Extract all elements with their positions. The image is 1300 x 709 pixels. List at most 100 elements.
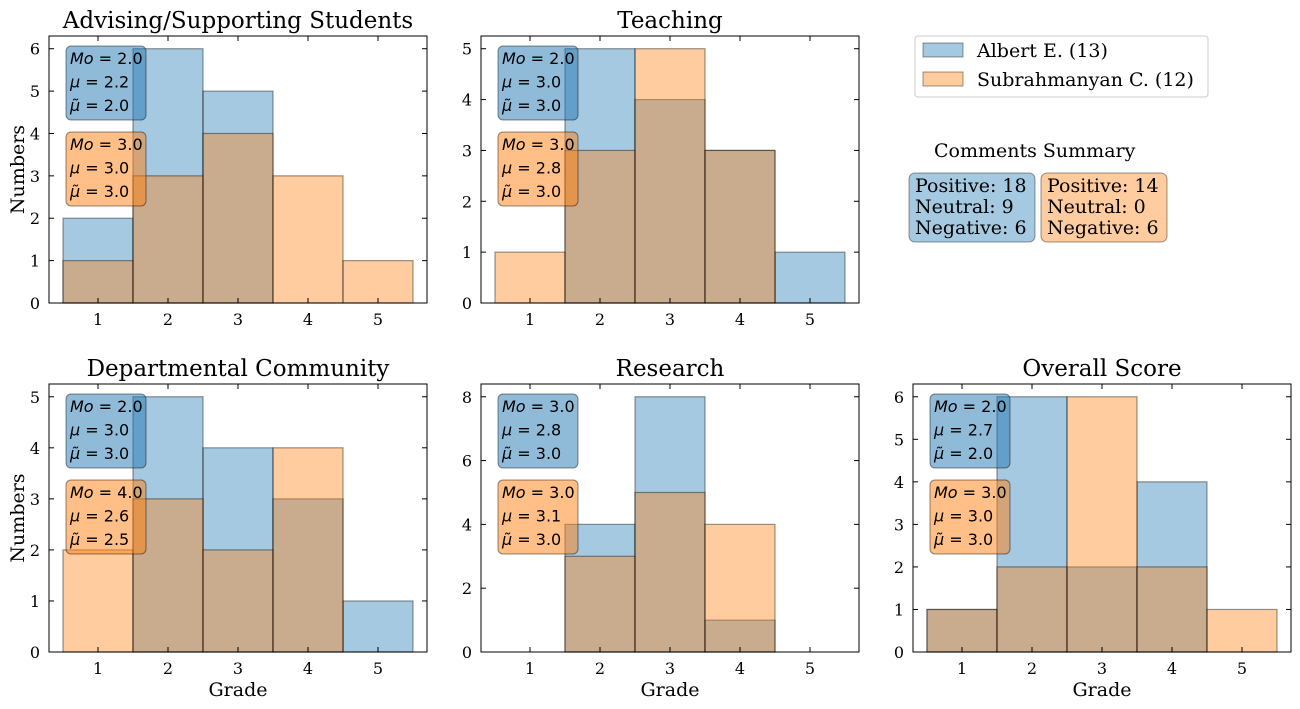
x-tick-label: 5 — [373, 659, 383, 678]
comments-subrahmanyan-positive: Positive: 14 — [1047, 175, 1159, 197]
bar-subrahmanyan-grade-1 — [494, 251, 566, 304]
bar-subrahmanyan-grade-4 — [704, 523, 776, 653]
y-tick-label: 5 — [894, 430, 904, 449]
y-axis-label: Numbers — [7, 473, 29, 562]
stat-median: μ̃ = 3.0 — [69, 444, 129, 463]
stat-mode: Mo = 3.0 — [70, 135, 143, 154]
x-tick-label: 5 — [805, 310, 815, 329]
y-tick-label: 0 — [462, 643, 472, 662]
x-tick-label: 4 — [303, 659, 313, 678]
stat-mean: μ = 3.1 — [501, 507, 561, 526]
x-tick-label: 3 — [233, 310, 243, 329]
comments-subrahmanyan-negative: Negative: 6 — [1047, 217, 1159, 239]
y-tick-label: 5 — [30, 388, 40, 407]
bar-subrahmanyan-grade-3 — [202, 549, 274, 653]
stat-mean: μ = 2.2 — [69, 73, 129, 92]
bar-subrahmanyan-grade-5 — [1206, 608, 1278, 653]
y-tick-label: 8 — [462, 388, 472, 407]
y-tick-label: 5 — [462, 40, 472, 59]
stats-box-subrahmanyan: Mo = 3.0 μ = 3.1 μ̃ = 3.0 — [497, 479, 579, 555]
y-tick-label: 1 — [30, 592, 40, 611]
bar-subrahmanyan-grade-1 — [926, 608, 998, 653]
comments-albert-positive: Positive: 18 — [915, 175, 1027, 197]
x-tick-label: 4 — [735, 659, 745, 678]
bar-albert-grade-4 — [704, 619, 776, 653]
stat-median: μ̃ = 3.0 — [933, 530, 993, 549]
stat-mode: Mo = 3.0 — [502, 397, 575, 416]
x-tick-label: 4 — [303, 310, 313, 329]
x-axis-label: Grade — [641, 679, 700, 701]
x-tick-label: 2 — [595, 659, 605, 678]
stats-box-albert: Mo = 3.0 μ = 2.8 μ̃ = 3.0 — [497, 393, 579, 469]
y-tick-label: 2 — [30, 541, 40, 560]
x-tick-label: 1 — [525, 310, 535, 329]
chart-advising-supporting-students: 1 2 3 4 5 0 1 2 3 4 5 6 Advising/Supporting Students… — [7, 8, 428, 329]
x-tick-label: 5 — [373, 310, 383, 329]
y-tick-label: 0 — [462, 294, 472, 313]
y-tick-label: 0 — [894, 643, 904, 662]
bar-albert-grade-3 — [202, 90, 274, 304]
stat-median: μ̃ = 3.0 — [501, 182, 561, 201]
comments-albert-negative: Negative: 6 — [915, 217, 1027, 239]
stat-mean: μ = 2.8 — [501, 421, 561, 440]
x-tick-label: 1 — [93, 659, 103, 678]
stat-mean: μ = 2.6 — [69, 507, 129, 526]
x-tick-label: 1 — [525, 659, 535, 678]
bar-albert-grade-4 — [704, 149, 776, 304]
legend-label-subrahmanyan: Subrahmanyan C. (12) — [977, 69, 1194, 91]
y-tick-label: 0 — [30, 294, 40, 313]
stats-box-background — [929, 393, 1011, 469]
stat-mode: Mo = 3.0 — [934, 483, 1007, 502]
stat-median: μ̃ = 2.0 — [933, 444, 993, 463]
y-tick-label: 1 — [462, 243, 472, 262]
y-axis-label: Numbers — [7, 125, 29, 214]
stats-box-albert: Mo = 2.0 μ = 3.0 μ̃ = 3.0 — [497, 45, 579, 121]
x-tick-label: 1 — [93, 310, 103, 329]
stat-median: μ̃ = 3.0 — [501, 96, 561, 115]
stats-box-background — [497, 45, 579, 121]
x-axis-label: Grade — [1073, 679, 1132, 701]
bar-subrahmanyan-grade-4 — [704, 149, 776, 304]
stats-box-background — [497, 393, 579, 469]
stats-box-background — [65, 45, 147, 121]
x-tick-label: 3 — [1097, 659, 1107, 678]
x-tick-label: 4 — [735, 310, 745, 329]
x-axis-label: Grade — [209, 679, 268, 701]
bar-subrahmanyan-grade-1 — [62, 549, 134, 653]
stat-mode: Mo = 2.0 — [70, 49, 143, 68]
y-tick-label: 3 — [462, 141, 472, 160]
stats-box-subrahmanyan: Mo = 3.0 μ = 3.0 μ̃ = 3.0 — [65, 131, 147, 207]
chart-title: Departmental Community — [87, 356, 390, 382]
y-tick-label: 2 — [30, 209, 40, 228]
stat-mode: Mo = 4.0 — [70, 483, 143, 502]
y-tick-label: 2 — [462, 579, 472, 598]
x-tick-label: 2 — [163, 659, 173, 678]
stat-mode: Mo = 3.0 — [502, 483, 575, 502]
bar-albert-grade-3 — [634, 396, 706, 653]
y-tick-label: 3 — [30, 167, 40, 186]
y-tick-label: 5 — [30, 82, 40, 101]
stat-median: μ̃ = 2.5 — [69, 530, 129, 549]
comments-summary-title: Comments Summary — [934, 140, 1136, 162]
stat-median: μ̃ = 2.0 — [69, 96, 129, 115]
chart-title: Research — [616, 356, 725, 382]
y-tick-label: 3 — [30, 490, 40, 509]
x-tick-label: 5 — [1237, 659, 1247, 678]
stat-mean: μ = 3.0 — [933, 507, 993, 526]
stats-box-background — [65, 479, 147, 555]
y-tick-label: 4 — [462, 515, 472, 534]
bar-subrahmanyan-grade-1 — [62, 260, 134, 304]
bar-subrahmanyan-grade-2 — [564, 555, 636, 653]
bar-albert-grade-5 — [342, 600, 414, 653]
stats-box-background — [65, 131, 147, 207]
bar-subrahmanyan-grade-3 — [634, 48, 706, 304]
x-tick-label: 2 — [595, 310, 605, 329]
y-tick-label: 2 — [894, 558, 904, 577]
y-tick-label: 4 — [30, 124, 40, 143]
legend-swatch-subrahmanyan — [922, 71, 964, 87]
legend-swatch-albert — [922, 42, 964, 58]
comments-box-subrahmanyan — [1040, 172, 1168, 243]
bar-subrahmanyan-grade-3 — [202, 132, 274, 304]
bar-albert-grade-1 — [62, 217, 134, 304]
legend-label-albert: Albert E. (13) — [976, 40, 1108, 62]
